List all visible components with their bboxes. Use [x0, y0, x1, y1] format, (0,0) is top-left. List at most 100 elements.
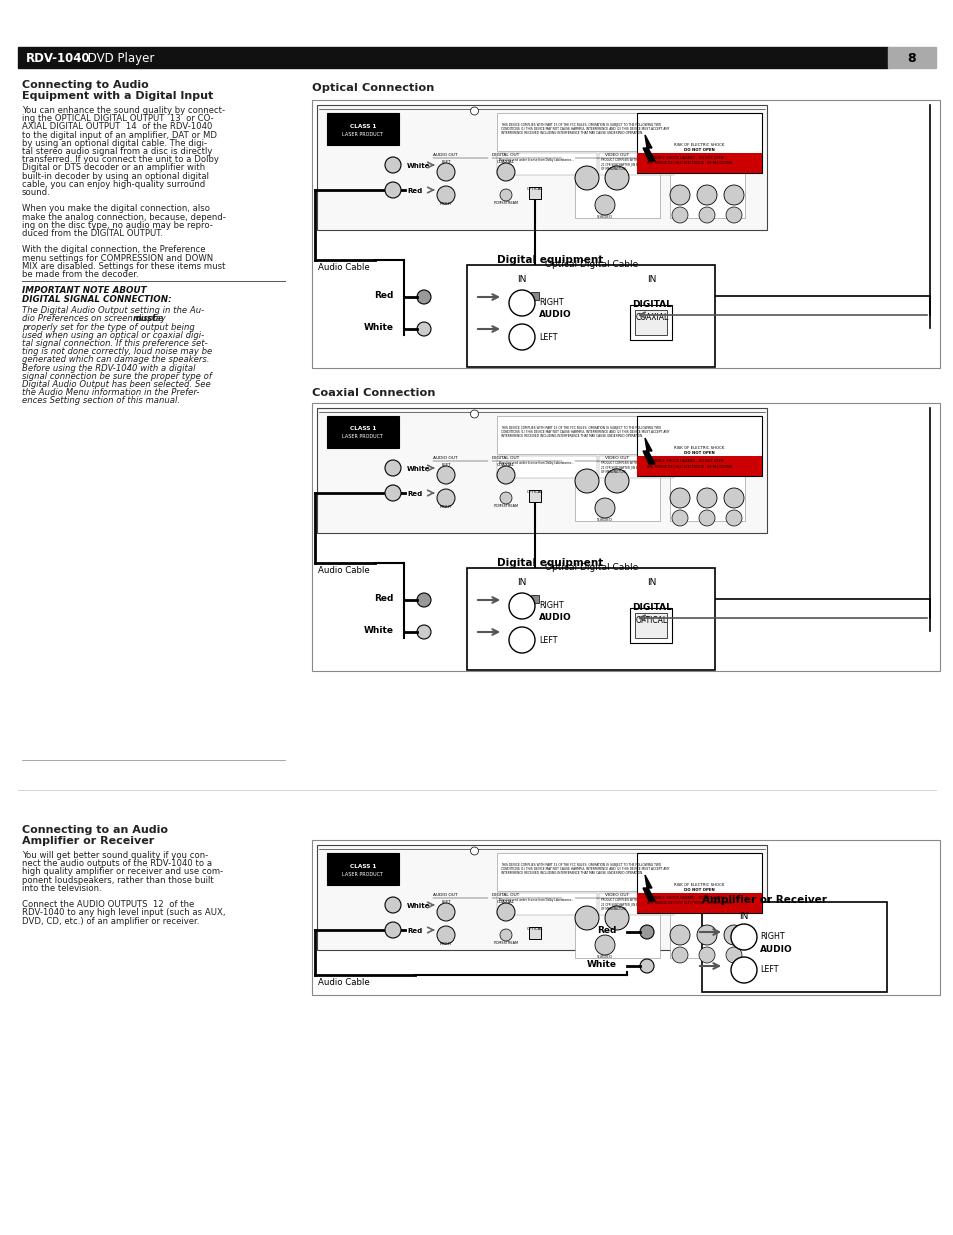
Circle shape — [436, 186, 455, 204]
Text: Digital Audio Output has been selected. See: Digital Audio Output has been selected. … — [22, 380, 211, 389]
Bar — [635, 613, 666, 638]
Text: IN: IN — [647, 578, 656, 587]
Circle shape — [669, 925, 689, 945]
Text: IMPORTANT NOTE ABOUT: IMPORTANT NOTE ABOUT — [22, 287, 147, 295]
Bar — [497, 853, 651, 890]
Bar — [529, 927, 540, 939]
Circle shape — [575, 469, 598, 493]
Text: Optical Digital Cable: Optical Digital Cable — [544, 261, 638, 269]
Circle shape — [697, 185, 717, 205]
Bar — [637, 893, 761, 913]
Text: COMPONENT: COMPONENT — [693, 163, 720, 167]
Text: OPTICAL: OPTICAL — [526, 186, 542, 191]
Text: RISK OF ELECTRIC SHOCK: RISK OF ELECTRIC SHOCK — [673, 883, 723, 887]
Text: VIDEO OUT: VIDEO OUT — [604, 893, 628, 897]
Bar — [637, 153, 761, 173]
Circle shape — [595, 195, 615, 215]
Text: RIGHT: RIGHT — [538, 601, 563, 610]
Text: White: White — [407, 903, 430, 909]
Text: COMPONENT: COMPONENT — [693, 903, 720, 906]
Circle shape — [385, 157, 400, 173]
Circle shape — [671, 207, 687, 224]
Text: WARNING: SHOCK HAZARD - DO NOT OPEN: WARNING: SHOCK HAZARD - DO NOT OPEN — [646, 156, 722, 161]
Text: nect the audio outputs of the RDV-1040 to a: nect the audio outputs of the RDV-1040 t… — [22, 860, 212, 868]
Circle shape — [639, 960, 654, 973]
Text: AXIAL DIGITAL OUTPUT  14  of the RDV-1040: AXIAL DIGITAL OUTPUT 14 of the RDV-1040 — [22, 122, 213, 131]
Text: AUDIO OUT: AUDIO OUT — [433, 456, 457, 459]
Bar — [497, 456, 597, 478]
Text: Digital or DTS decoder or an amplifier with: Digital or DTS decoder or an amplifier w… — [22, 163, 205, 173]
Circle shape — [671, 947, 687, 963]
Text: Red: Red — [375, 594, 394, 603]
Text: dio Preferences on screen display: dio Preferences on screen display — [22, 315, 168, 324]
Text: Connecting to Audio: Connecting to Audio — [22, 80, 149, 90]
Text: generated which can damage the speakers.: generated which can damage the speakers. — [22, 356, 210, 364]
Text: ing the OPTICAL DIGITAL OUTPUT  13  or CO-: ing the OPTICAL DIGITAL OUTPUT 13 or CO- — [22, 114, 213, 124]
Text: White: White — [364, 324, 394, 332]
Text: DO NOT OPEN: DO NOT OPEN — [683, 451, 714, 454]
Text: RISK OF ELECTRIC SHOCK: RISK OF ELECTRIC SHOCK — [673, 446, 723, 450]
Polygon shape — [642, 135, 655, 161]
Text: into the television.: into the television. — [22, 884, 102, 893]
Text: must: must — [132, 315, 156, 324]
Text: CONDITIONS (1) THIS DEVICE MAY NOT CAUSE HARMFUL INTERFERENCE AND (2) THIS DEVIC: CONDITIONS (1) THIS DEVICE MAY NOT CAUSE… — [500, 127, 669, 131]
Text: DIGITAL: DIGITAL — [632, 300, 671, 309]
Circle shape — [509, 290, 535, 316]
Text: ponent loudspeakers, rather than those built: ponent loudspeakers, rather than those b… — [22, 876, 213, 884]
Text: Red: Red — [375, 291, 394, 300]
Text: ARI: RISQUE DE CHOC ELECTRIQUE - NE PAS OUVRIR: ARI: RISQUE DE CHOC ELECTRIQUE - NE PAS … — [646, 161, 732, 165]
Circle shape — [604, 165, 628, 190]
Text: THIS DEVICE COMPLIES WITH PART 15 OF THE FCC RULES. OPERATION IS SUBJECT TO THE : THIS DEVICE COMPLIES WITH PART 15 OF THE… — [500, 124, 660, 127]
Circle shape — [416, 593, 431, 606]
Circle shape — [497, 163, 515, 182]
Text: ting is not done correctly, loud noise may be: ting is not done correctly, loud noise m… — [22, 347, 212, 356]
Text: DO NOT OPEN: DO NOT OPEN — [683, 148, 714, 152]
Text: PRODUCT COMPLIES WITH DHHS RULES
21 CFR SUBCHAPTER J IN EFFECT AT DATE
OF MANUFA: PRODUCT COMPLIES WITH DHHS RULES 21 CFR … — [600, 461, 658, 474]
Text: You can enhance the sound quality by connect-: You can enhance the sound quality by con… — [22, 106, 225, 115]
Polygon shape — [642, 438, 655, 464]
Text: COAXIAL: COAXIAL — [497, 161, 515, 164]
Text: White: White — [407, 466, 430, 472]
Text: PRODUCT COMPLIES WITH DHHS RULES
21 CFR SUBCHAPTER J IN EFFECT AT DATE
OF MANUFA: PRODUCT COMPLIES WITH DHHS RULES 21 CFR … — [600, 898, 658, 911]
Circle shape — [669, 185, 689, 205]
Text: CAUTION: CAUTION — [679, 128, 718, 137]
Text: Optical Digital Cable: Optical Digital Cable — [544, 563, 638, 572]
Bar — [316, 408, 766, 534]
Text: RISK OF ELECTRIC SHOCK: RISK OF ELECTRIC SHOCK — [673, 143, 723, 147]
Bar — [531, 291, 538, 300]
Text: IN: IN — [517, 275, 526, 284]
Text: by using an optional digital cable. The digi-: by using an optional digital cable. The … — [22, 138, 207, 148]
Text: OPTICAL: OPTICAL — [526, 927, 542, 931]
Circle shape — [509, 324, 535, 350]
Bar — [575, 461, 659, 521]
Text: Equipment with a Digital Input: Equipment with a Digital Input — [22, 91, 213, 101]
Bar — [575, 158, 659, 219]
Text: Before using the RDV-1040 with a digital: Before using the RDV-1040 with a digital — [22, 363, 195, 373]
Text: RIGHT: RIGHT — [538, 298, 563, 308]
Circle shape — [499, 189, 512, 201]
Text: DIGITAL OUT: DIGITAL OUT — [492, 456, 518, 459]
Bar — [497, 112, 651, 151]
Circle shape — [499, 929, 512, 941]
Circle shape — [723, 185, 743, 205]
Circle shape — [470, 410, 478, 417]
Text: VIDEO OUT: VIDEO OUT — [604, 153, 628, 157]
Circle shape — [669, 488, 689, 508]
Text: Audio Cable: Audio Cable — [317, 978, 370, 987]
Text: Manufactured under license from Dolby Laboratories...: Manufactured under license from Dolby La… — [498, 898, 574, 902]
Text: Amplifier or Receiver: Amplifier or Receiver — [701, 895, 826, 905]
Text: Manufactured under license from Dolby Laboratories...: Manufactured under license from Dolby La… — [498, 158, 574, 162]
Text: DVD, CD, etc.) of an amplifier or receiver.: DVD, CD, etc.) of an amplifier or receiv… — [22, 916, 199, 925]
Circle shape — [416, 290, 431, 304]
Bar — [316, 105, 766, 230]
Text: VIDEO OUT: VIDEO OUT — [604, 456, 628, 459]
Text: Red: Red — [597, 926, 617, 935]
Text: LASER PRODUCT: LASER PRODUCT — [342, 872, 383, 877]
Circle shape — [509, 593, 535, 619]
Text: tal signal connection. If this preference set-: tal signal connection. If this preferenc… — [22, 338, 208, 348]
Bar — [467, 266, 714, 367]
Text: Coaxial Connection: Coaxial Connection — [312, 388, 435, 398]
Bar — [669, 173, 744, 219]
Circle shape — [697, 925, 717, 945]
Text: LEFT: LEFT — [538, 636, 557, 645]
